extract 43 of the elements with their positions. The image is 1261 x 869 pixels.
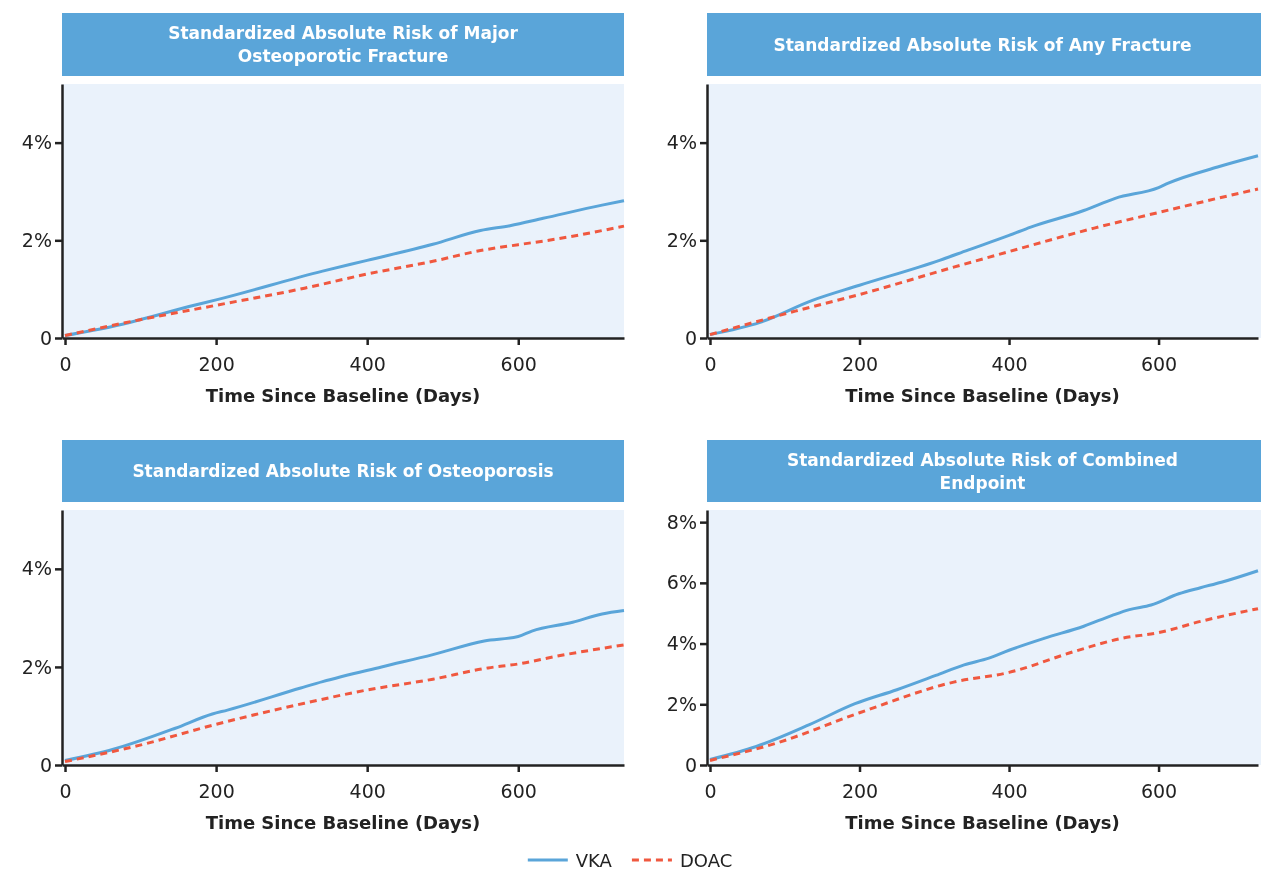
x-tick-label: 600 xyxy=(1140,352,1178,375)
y-tick-label: 0 xyxy=(684,326,697,349)
x-tick-label: 400 xyxy=(349,352,386,375)
x-tick-label: 0 xyxy=(704,779,717,802)
x-tick-label: 0 xyxy=(704,352,717,375)
y-tick-label: 2% xyxy=(21,655,52,678)
y-tick-label: 2% xyxy=(666,228,697,251)
x-tick-label: 200 xyxy=(841,779,879,802)
x-tick-label: 600 xyxy=(500,779,537,802)
x-tick-label: 0 xyxy=(59,779,72,802)
x-axis-title: Time Since Baseline (Days) xyxy=(845,385,1120,406)
y-tick-label: 4% xyxy=(21,557,52,580)
x-tick-label: 200 xyxy=(841,352,879,375)
x-tick-label: 600 xyxy=(1140,779,1178,802)
chart-title: Standardized Absolute Risk of Combined Endpoint xyxy=(786,449,1179,493)
legend-label: VKA xyxy=(575,849,613,869)
line-series xyxy=(63,609,626,763)
y-tick-label: 8% xyxy=(666,510,697,533)
x-tick-label: 200 xyxy=(198,352,235,375)
chart-title: Standardized Absolute Risk of Any Fracture xyxy=(773,34,1192,55)
y-tick-label: 2% xyxy=(21,228,52,251)
y-tick-label: 0 xyxy=(39,753,52,776)
x-tick-label: 400 xyxy=(349,779,386,802)
x-tick-label: 400 xyxy=(991,352,1028,375)
y-tick-label: 2% xyxy=(666,692,697,715)
line-series xyxy=(708,607,1260,762)
y-tick-label: 0 xyxy=(684,753,697,776)
chart-title: Standardized Absolute Risk of Major Osteoporotic Fracture xyxy=(168,23,519,66)
x-tick-label: 600 xyxy=(500,352,537,375)
y-tick-label: 4% xyxy=(666,632,697,655)
legend-label: DOAC xyxy=(679,849,733,869)
y-tick-label: 4% xyxy=(21,131,52,154)
x-axis-title: Time Since Baseline (Days) xyxy=(205,812,481,833)
x-axis-title: Time Since Baseline (Days) xyxy=(845,812,1120,833)
y-tick-label: 0 xyxy=(39,326,52,349)
y-tick-label: 4% xyxy=(666,131,697,154)
x-axis-title: Time Since Baseline (Days) xyxy=(205,385,481,406)
line-series xyxy=(708,569,1260,762)
chart-title: Standardized Absolute Risk of Osteoporosis xyxy=(132,461,554,481)
x-tick-label: 0 xyxy=(59,352,72,375)
x-tick-label: 400 xyxy=(991,779,1028,802)
y-tick-label: 6% xyxy=(666,571,697,594)
x-tick-label: 200 xyxy=(198,779,235,802)
